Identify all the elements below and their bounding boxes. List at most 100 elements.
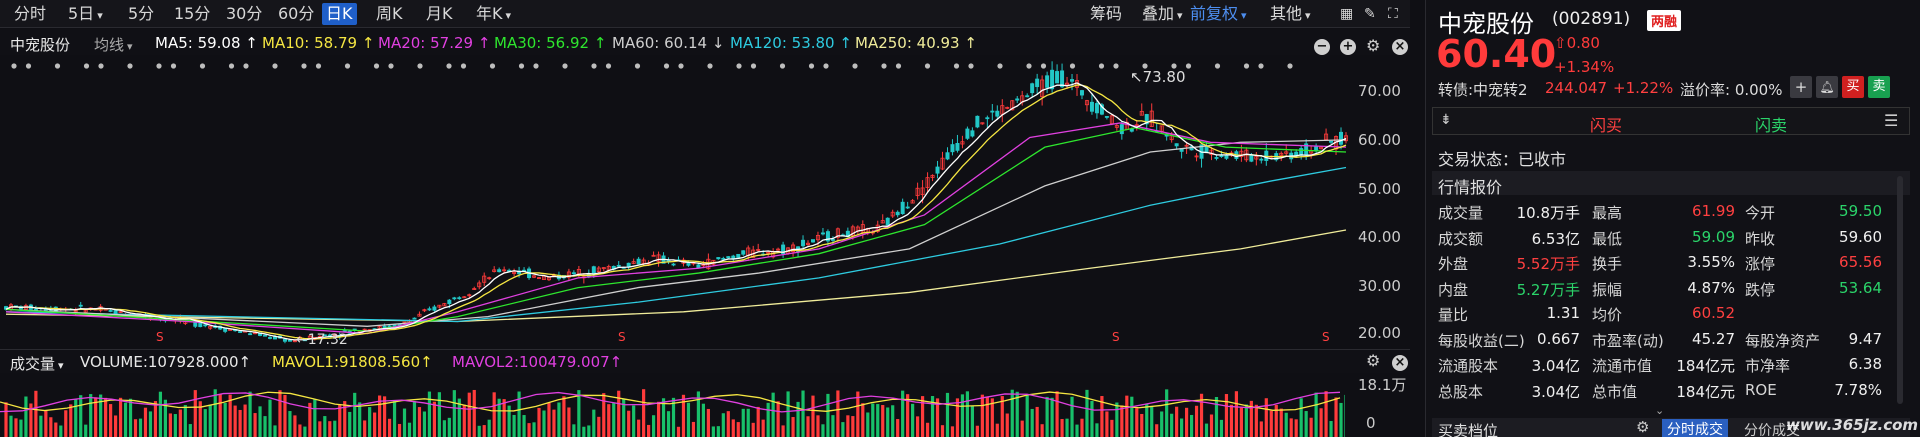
expand-icon[interactable]: ⛶ bbox=[1388, 6, 1398, 22]
volume-bar bbox=[1299, 398, 1303, 437]
period-60min[interactable]: 60分 bbox=[278, 4, 315, 23]
volume-bar bbox=[1309, 417, 1313, 437]
volume-bar bbox=[741, 408, 745, 437]
signal-dot bbox=[953, 63, 960, 69]
pen-icon[interactable]: ✎ bbox=[1364, 6, 1376, 22]
adjust-button[interactable]: 前复权 ▾ bbox=[1190, 3, 1247, 25]
volume-bar bbox=[59, 425, 63, 437]
line-type-select[interactable]: 均线 ▾ bbox=[94, 34, 133, 55]
period-30min[interactable]: 30分 bbox=[226, 4, 263, 23]
scrollbar[interactable] bbox=[1897, 176, 1903, 404]
candle-body bbox=[791, 244, 796, 253]
plus-icon[interactable]: + bbox=[1340, 39, 1356, 55]
volume-select[interactable]: 成交量 ▾ bbox=[10, 353, 64, 374]
candle-body bbox=[113, 310, 118, 314]
volume-bar bbox=[363, 420, 367, 437]
candle-body bbox=[1025, 95, 1030, 98]
quote-field-value: 3.04亿 bbox=[1531, 382, 1580, 401]
candle-body bbox=[1060, 70, 1065, 88]
ma30-line bbox=[5, 127, 1347, 332]
candle-body bbox=[1010, 100, 1015, 111]
volume-bar bbox=[512, 414, 516, 437]
candle-body bbox=[716, 257, 721, 260]
quote-field-label: 市净率 bbox=[1745, 357, 1791, 375]
candle-body bbox=[1149, 110, 1154, 127]
volume-bar bbox=[676, 426, 681, 437]
quote-field-value: 7.78% bbox=[1834, 380, 1882, 399]
volume-chart[interactable] bbox=[0, 374, 1345, 437]
trade-status: 交易状态：已收市 bbox=[1438, 150, 1567, 169]
volume-bar bbox=[168, 413, 172, 437]
add-icon[interactable]: + bbox=[1790, 76, 1812, 98]
signal-dot bbox=[83, 63, 90, 69]
quote-field-value: 10.8万手 bbox=[1516, 204, 1580, 222]
candle-body bbox=[1015, 98, 1020, 101]
signal-dot bbox=[170, 63, 177, 69]
candle-body bbox=[1094, 103, 1099, 114]
candle-body bbox=[427, 308, 432, 311]
tab-tick-trades[interactable]: 分时成交 bbox=[1662, 419, 1728, 437]
volume-bar bbox=[632, 405, 636, 437]
menu-icon[interactable]: ☰ bbox=[1884, 111, 1899, 130]
period-yeark[interactable]: 年K ▾ bbox=[476, 3, 511, 25]
period-monthk[interactable]: 月K bbox=[426, 4, 453, 23]
candle-body bbox=[472, 288, 477, 290]
signal-dot bbox=[272, 63, 278, 69]
candle-body bbox=[895, 211, 900, 216]
period-15min[interactable]: 15分 bbox=[174, 4, 211, 23]
volume-bar bbox=[0, 349, 1410, 373]
volume-bar bbox=[1130, 396, 1134, 437]
candle-body bbox=[417, 313, 422, 317]
volume-bar bbox=[487, 419, 491, 437]
volume-bar bbox=[1294, 419, 1298, 437]
gear-icon[interactable]: ⚙ bbox=[1366, 36, 1381, 55]
volume-bar bbox=[1060, 419, 1064, 437]
chevron-down-icon: ▾ bbox=[127, 40, 133, 53]
quote-field-label: 每股净资产 bbox=[1745, 331, 1821, 350]
period-weekk[interactable]: 周K bbox=[376, 4, 403, 23]
sell-icon[interactable]: 卖 bbox=[1868, 76, 1890, 98]
gear-icon[interactable]: ⚙ bbox=[1636, 418, 1650, 436]
volume-bar bbox=[731, 419, 735, 437]
volume-bar bbox=[99, 394, 103, 437]
flash-sell-button[interactable]: 闪卖 bbox=[1755, 116, 1788, 135]
volume-bar bbox=[557, 402, 561, 437]
volume-bar bbox=[14, 418, 18, 437]
period-dayk[interactable]: 日K bbox=[322, 3, 357, 25]
volume-bar bbox=[402, 408, 407, 437]
signal-dot bbox=[25, 63, 32, 69]
close-icon[interactable]: × bbox=[1392, 39, 1408, 55]
chevron-down-icon: ▾ bbox=[1177, 9, 1183, 22]
bell-icon[interactable]: 🔔︎ bbox=[1816, 76, 1838, 98]
grid-icon[interactable]: ▦ bbox=[1340, 6, 1354, 22]
volume-bar bbox=[1324, 391, 1328, 437]
chips-button[interactable]: 筹码 bbox=[1090, 4, 1123, 23]
gear-icon[interactable]: ⚙ bbox=[1366, 351, 1381, 370]
other-button[interactable]: 其他 ▾ bbox=[1270, 3, 1311, 25]
signal-dot bbox=[1258, 63, 1264, 69]
minus-icon[interactable]: − bbox=[1314, 39, 1330, 55]
close-icon[interactable]: × bbox=[1392, 355, 1408, 371]
volume-bar bbox=[1035, 406, 1039, 437]
volume-bar bbox=[1319, 408, 1323, 437]
collapse-icon[interactable]: ⇟ bbox=[1440, 112, 1452, 128]
overlay-button[interactable]: 叠加 ▾ bbox=[1142, 3, 1183, 25]
period-5day[interactable]: 5日 ▾ bbox=[68, 3, 103, 25]
volume-bar bbox=[1160, 411, 1164, 437]
quote-field-value: 3.55% bbox=[1687, 253, 1735, 271]
tab-price-trades[interactable]: 分价成交 bbox=[1744, 423, 1800, 437]
flash-buy-button[interactable]: 闪买 bbox=[1590, 116, 1623, 135]
volume-bar bbox=[1080, 418, 1084, 437]
period-5min[interactable]: 5分 bbox=[128, 4, 155, 23]
low-value: 17.32 bbox=[307, 332, 348, 348]
volume-bar bbox=[686, 402, 691, 437]
quote-price: 60.40 bbox=[1436, 32, 1557, 76]
candle-body bbox=[532, 275, 537, 278]
buy-icon[interactable]: 买 bbox=[1842, 76, 1864, 98]
volume-bar bbox=[397, 423, 402, 437]
volume-bar bbox=[746, 408, 750, 437]
volume-bar bbox=[278, 390, 282, 437]
expand-down-icon[interactable]: ⌄ bbox=[1655, 404, 1665, 417]
period-fenshi[interactable]: 分时 bbox=[14, 4, 47, 23]
kline-chart[interactable] bbox=[0, 56, 1410, 346]
